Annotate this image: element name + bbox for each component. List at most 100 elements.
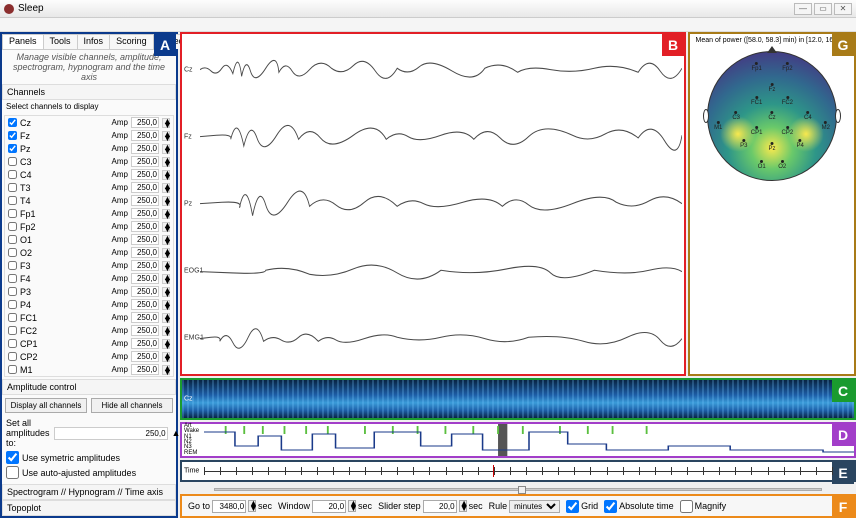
- amp-input[interactable]: [131, 325, 159, 336]
- tab-infos[interactable]: Infos: [77, 34, 111, 49]
- channel-checkbox[interactable]: [8, 300, 17, 309]
- minimize-button[interactable]: —: [794, 3, 812, 15]
- use-autoadjusted-checkbox[interactable]: [6, 466, 19, 479]
- amp-spinner[interactable]: ▲▼: [162, 248, 170, 258]
- amp-spinner[interactable]: ▲▼: [162, 183, 170, 193]
- time-slider-thumb[interactable]: [518, 486, 526, 494]
- amp-spinner[interactable]: ▲▼: [162, 157, 170, 167]
- channel-checkbox[interactable]: [8, 222, 17, 231]
- channel-checkbox[interactable]: [8, 274, 17, 283]
- amp-spinner[interactable]: ▲▼: [162, 326, 170, 336]
- amp-spinner[interactable]: ▲▼: [162, 261, 170, 271]
- channel-checkbox[interactable]: [8, 235, 17, 244]
- channel-checkbox[interactable]: [8, 339, 17, 348]
- sliderstep-input[interactable]: [423, 500, 457, 513]
- channel-checkbox[interactable]: [8, 157, 17, 166]
- amp-spinner[interactable]: ▲▼: [162, 287, 170, 297]
- channel-checkbox[interactable]: [8, 170, 17, 179]
- time-tick: [590, 467, 591, 475]
- amp-input[interactable]: [131, 143, 159, 154]
- goto-label: Go to: [188, 501, 210, 511]
- channel-checkbox[interactable]: [8, 261, 17, 270]
- amp-input[interactable]: [131, 117, 159, 128]
- amp-spinner[interactable]: ▲▼: [162, 170, 170, 180]
- amp-input[interactable]: [131, 247, 159, 258]
- amp-spinner[interactable]: ▲▼: [162, 144, 170, 154]
- channel-checkbox[interactable]: [8, 352, 17, 361]
- amp-input[interactable]: [131, 364, 159, 375]
- amp-input[interactable]: [131, 182, 159, 193]
- magnify-checkbox[interactable]: [680, 500, 693, 513]
- channels-header: Channels: [2, 84, 176, 100]
- time-slider[interactable]: [214, 488, 822, 491]
- channel-row: Pz Amp ▲▼: [5, 142, 173, 155]
- absolute-time-label: Absolute time: [619, 501, 674, 511]
- panel-a-subtitle: Manage visible channels, amplitude, spec…: [2, 50, 176, 84]
- display-all-button[interactable]: Display all channels: [5, 398, 87, 413]
- rule-select[interactable]: minutes: [509, 500, 560, 513]
- amp-spinner[interactable]: ▲▼: [162, 274, 170, 284]
- amp-spinner[interactable]: ▲▼: [162, 352, 170, 362]
- channel-checkbox[interactable]: [8, 287, 17, 296]
- goto-spinner[interactable]: ▲▼: [248, 500, 256, 512]
- amp-input[interactable]: [131, 156, 159, 167]
- channel-checkbox[interactable]: [8, 209, 17, 218]
- amp-spinner[interactable]: ▲▼: [162, 235, 170, 245]
- maximize-button[interactable]: ▭: [814, 3, 832, 15]
- amp-input[interactable]: [131, 195, 159, 206]
- amp-input[interactable]: [131, 338, 159, 349]
- hide-all-button[interactable]: Hide all channels: [91, 398, 173, 413]
- time-tick: [220, 467, 221, 475]
- amp-spinner[interactable]: ▲▼: [162, 339, 170, 349]
- amp-input[interactable]: [131, 208, 159, 219]
- panel-c-spectrogram: C Cz: [180, 378, 856, 420]
- channel-checkbox[interactable]: [8, 196, 17, 205]
- amp-input[interactable]: [131, 221, 159, 232]
- tab-tools[interactable]: Tools: [43, 34, 78, 49]
- channel-name: T3: [20, 183, 109, 193]
- channel-row: CP1 Amp ▲▼: [5, 337, 173, 350]
- amp-input[interactable]: [131, 260, 159, 271]
- use-symmetric-checkbox[interactable]: [6, 451, 19, 464]
- channel-row: P3 Amp ▲▼: [5, 285, 173, 298]
- channel-checkbox[interactable]: [8, 326, 17, 335]
- window-unit: sec: [358, 501, 372, 511]
- channel-list[interactable]: Cz Amp ▲▼ Fz Amp ▲▼ Pz Amp ▲▼ C3 Amp ▲▼ …: [4, 115, 174, 377]
- channel-checkbox[interactable]: [8, 365, 17, 374]
- absolute-time-checkbox[interactable]: [604, 500, 617, 513]
- amp-input[interactable]: [131, 273, 159, 284]
- amp-spinner[interactable]: ▲▼: [162, 313, 170, 323]
- amp-spinner[interactable]: ▲▼: [162, 209, 170, 219]
- channel-checkbox[interactable]: [8, 313, 17, 322]
- amp-input[interactable]: [131, 130, 159, 141]
- amp-input[interactable]: [131, 286, 159, 297]
- channel-checkbox[interactable]: [8, 183, 17, 192]
- amp-spinner[interactable]: ▲▼: [162, 222, 170, 232]
- channel-checkbox[interactable]: [8, 248, 17, 257]
- amp-spinner[interactable]: ▲▼: [162, 196, 170, 206]
- trace: Pz: [200, 170, 682, 237]
- amp-spinner[interactable]: ▲▼: [162, 300, 170, 310]
- close-button[interactable]: ✕: [834, 3, 852, 15]
- sliderstep-spinner[interactable]: ▲▼: [459, 500, 467, 512]
- channel-checkbox[interactable]: [8, 118, 17, 127]
- time-tick: [204, 467, 205, 475]
- window-input[interactable]: [312, 500, 346, 513]
- amp-input[interactable]: [131, 351, 159, 362]
- grid-checkbox[interactable]: [566, 500, 579, 513]
- channel-checkbox[interactable]: [8, 131, 17, 140]
- amp-spinner[interactable]: ▲▼: [162, 365, 170, 375]
- amp-input[interactable]: [131, 169, 159, 180]
- amp-spinner[interactable]: ▲▼: [162, 131, 170, 141]
- tab-panels[interactable]: Panels: [2, 34, 44, 49]
- amp-spinner[interactable]: ▲▼: [162, 118, 170, 128]
- tab-scoring[interactable]: Scoring: [109, 34, 154, 49]
- channel-checkbox[interactable]: [8, 144, 17, 153]
- amp-input[interactable]: [131, 312, 159, 323]
- window-spinner[interactable]: ▲▼: [348, 500, 356, 512]
- trace-name: Cz: [184, 66, 193, 73]
- amp-input[interactable]: [131, 234, 159, 245]
- set-all-amp-input[interactable]: [54, 427, 168, 440]
- amp-input[interactable]: [131, 299, 159, 310]
- goto-input[interactable]: [212, 500, 246, 513]
